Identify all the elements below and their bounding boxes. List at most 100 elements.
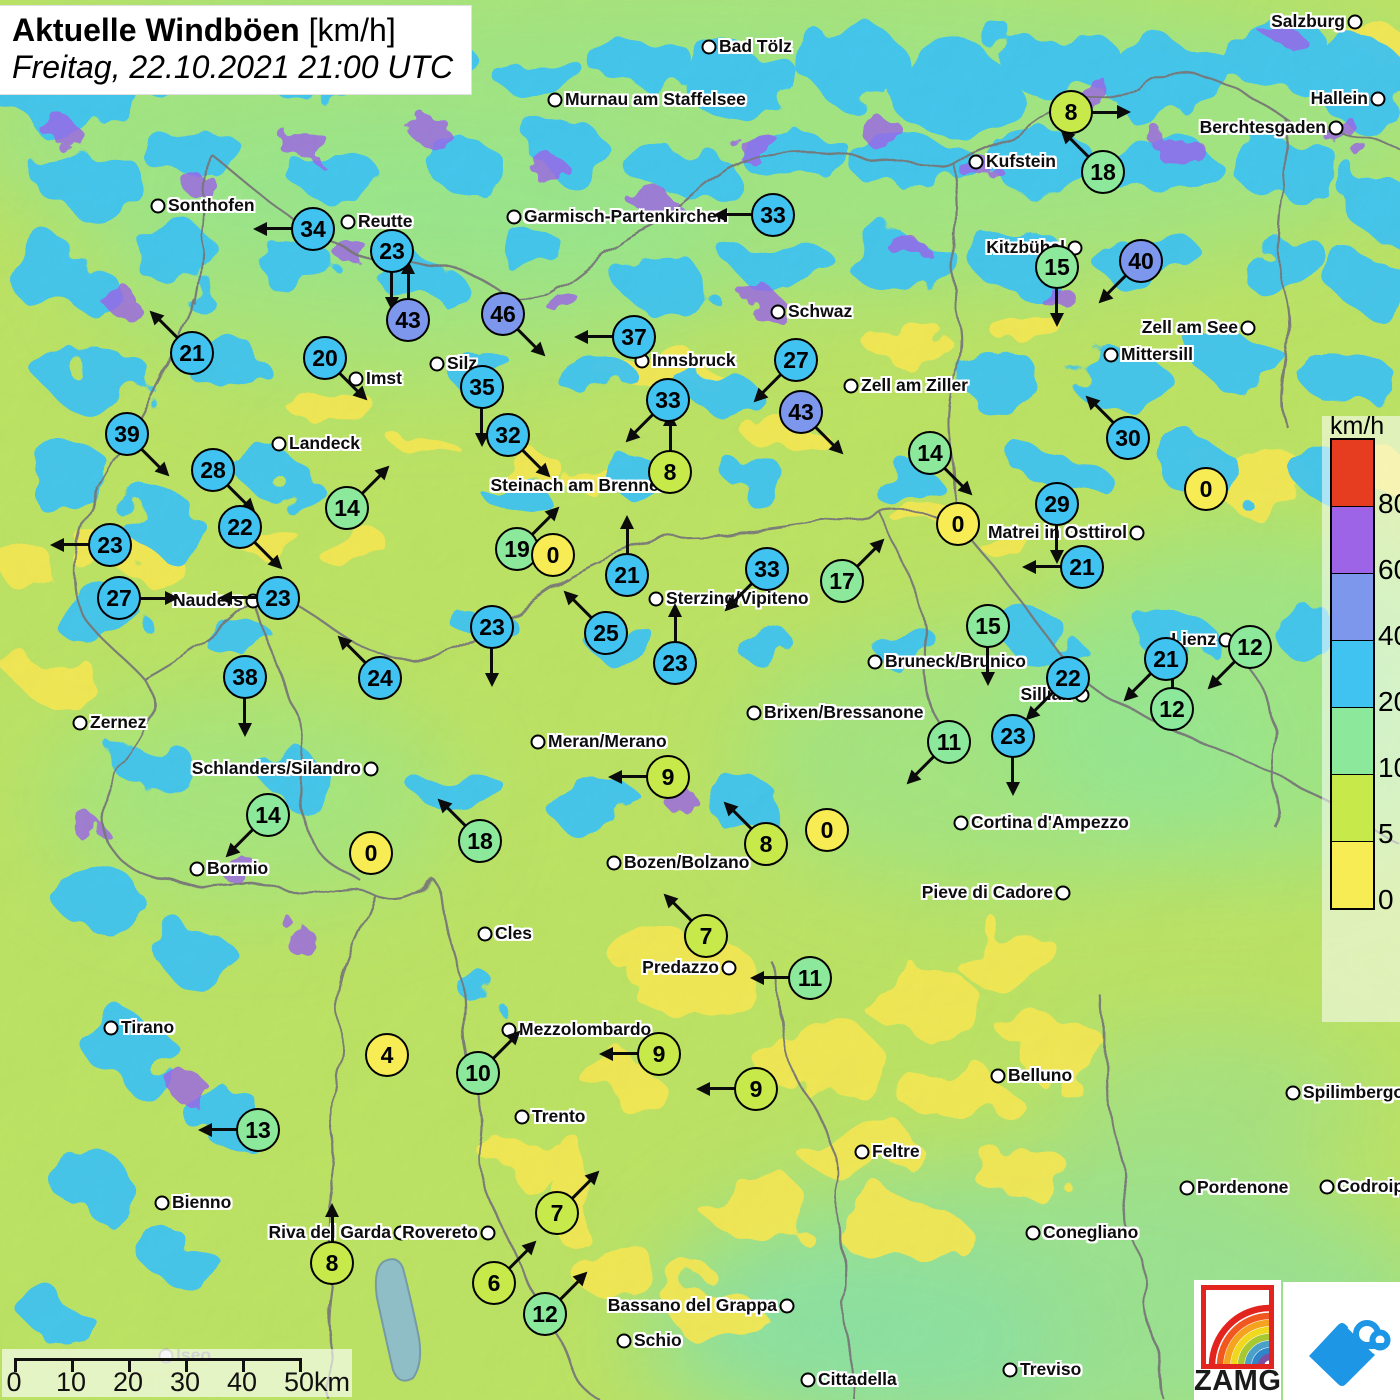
wind-marker: 46 xyxy=(481,292,525,336)
mountain-cloud-icon xyxy=(1309,1302,1399,1386)
scale-tick xyxy=(71,1358,74,1372)
city-dot xyxy=(477,926,493,942)
city-name: Conegliano xyxy=(1043,1222,1139,1243)
wind-marker: 12 xyxy=(523,1292,567,1336)
city-name: Bad Tölz xyxy=(719,36,792,57)
city-name: Steinach am Brenner xyxy=(490,475,666,496)
city-dot xyxy=(154,1195,170,1211)
wind-marker: 21 xyxy=(1144,637,1188,681)
wind-marker: 0 xyxy=(531,533,575,577)
city-dot xyxy=(340,214,356,230)
city-dot xyxy=(150,198,166,214)
legend-tick-label: 60 xyxy=(1378,554,1400,585)
city-dot xyxy=(393,1225,409,1241)
scale-tick xyxy=(185,1358,188,1372)
border-lines xyxy=(73,72,1400,1400)
wind-marker: 23 xyxy=(470,605,514,649)
city-dot xyxy=(800,1372,816,1388)
wind-marker: 8 xyxy=(310,1241,354,1285)
wind-marker: 17 xyxy=(820,559,864,603)
wind-marker: 28 xyxy=(191,448,235,492)
wind-marker: 33 xyxy=(745,547,789,591)
wind-marker: 0 xyxy=(936,502,980,546)
city-dot xyxy=(968,154,984,170)
legend-band xyxy=(1332,641,1373,708)
wind-marker: 23 xyxy=(256,576,300,620)
city-dot xyxy=(363,761,379,777)
scale-tick-label: 10 xyxy=(55,1367,87,1397)
wind-marker: 22 xyxy=(1046,656,1090,700)
legend-band xyxy=(1332,440,1373,507)
city-dot xyxy=(103,1020,119,1036)
city-name: Rovereto xyxy=(402,1222,478,1243)
city-dot xyxy=(854,1144,870,1160)
wind-marker: 6 xyxy=(472,1261,516,1305)
wind-marker: 21 xyxy=(170,331,214,375)
city-name: Sonthofen xyxy=(168,195,255,216)
legend-band xyxy=(1332,775,1373,842)
wind-marker: 23 xyxy=(88,523,132,567)
city-name: Spilimbergo xyxy=(1303,1082,1400,1103)
city-name: Reutte xyxy=(358,211,413,232)
map-title: Aktuelle Windböen [km/h] xyxy=(12,12,453,49)
wind-marker: 21 xyxy=(605,553,649,597)
wind-marker: 18 xyxy=(458,819,502,863)
map-title-box: Aktuelle Windböen [km/h] Freitag, 22.10.… xyxy=(0,6,472,94)
city-name: Bormio xyxy=(207,858,269,879)
city-name: Pieve di Cadore xyxy=(921,882,1053,903)
city-dot xyxy=(843,378,859,394)
legend-tick-label: 20 xyxy=(1378,686,1400,717)
lake-garda xyxy=(374,1258,422,1382)
city-dot xyxy=(1129,525,1145,541)
wind-marker: 0 xyxy=(805,808,849,852)
city-dot xyxy=(271,436,287,452)
city-dot xyxy=(547,92,563,108)
city-dot xyxy=(779,1298,795,1314)
map-title-text: Aktuelle Windböen xyxy=(12,12,300,48)
scale-bar: 0 10 20 30 40 50km xyxy=(2,1349,352,1397)
wind-marker: 15 xyxy=(1035,245,1079,289)
map-title-unit: [km/h] xyxy=(308,12,396,48)
scale-tick-label: 20 xyxy=(112,1367,144,1397)
legend-band xyxy=(1332,708,1373,775)
wind-marker: 25 xyxy=(584,611,628,655)
legend-band xyxy=(1332,574,1373,641)
city-dot xyxy=(1328,120,1344,136)
wind-marker: 43 xyxy=(779,390,823,434)
city-name: Zernez xyxy=(90,712,147,733)
wind-marker: 24 xyxy=(358,656,402,700)
legend-band xyxy=(1332,842,1373,908)
city-dot xyxy=(501,1022,517,1038)
city-dot xyxy=(1319,1179,1335,1195)
city-dot xyxy=(606,855,622,871)
scale-tick-label: 40 xyxy=(226,1367,258,1397)
wind-marker: 8 xyxy=(744,822,788,866)
city-name: Schio xyxy=(634,1330,682,1351)
wind-marker: 9 xyxy=(734,1067,778,1111)
wind-marker: 29 xyxy=(1035,482,1079,526)
scale-tick xyxy=(242,1358,245,1372)
zamg-rainbow-icon xyxy=(1201,1285,1274,1369)
city-name: Garmisch-Partenkirchen xyxy=(524,206,728,227)
scale-tick-label: 30 xyxy=(169,1367,201,1397)
city-dot xyxy=(1285,1085,1301,1101)
scale-tick-label: 50km xyxy=(284,1367,351,1397)
wind-marker: 40 xyxy=(1119,239,1163,283)
city-name: Bozen/Bolzano xyxy=(624,852,750,873)
legend-tick-label: 80 xyxy=(1378,488,1400,519)
city-name: Pordenone xyxy=(1197,1177,1289,1198)
wind-marker: 27 xyxy=(774,338,818,382)
city-dot xyxy=(990,1068,1006,1084)
city-dot xyxy=(506,209,522,225)
city-dot xyxy=(1370,91,1386,107)
city-dot xyxy=(648,591,664,607)
wind-marker: 14 xyxy=(908,431,952,475)
wind-marker: 12 xyxy=(1150,687,1194,731)
city-name: Zell am Ziller xyxy=(861,375,968,396)
legend-colorbar xyxy=(1330,438,1375,910)
city-dot xyxy=(616,1333,632,1349)
city-name: Brixen/Bressanone xyxy=(764,702,924,723)
city-dot xyxy=(1347,14,1363,30)
wind-marker: 10 xyxy=(456,1051,500,1095)
